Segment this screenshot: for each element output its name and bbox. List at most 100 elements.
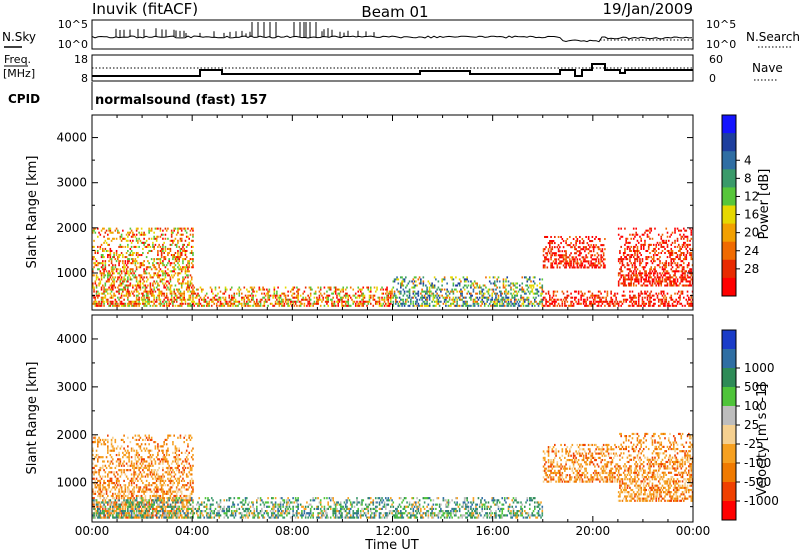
- range-gate-cell: [274, 287, 276, 289]
- range-gate-cell: [679, 256, 681, 258]
- range-gate-cell: [105, 284, 107, 286]
- range-gate-cell: [622, 262, 624, 264]
- range-gate-cell: [514, 297, 516, 299]
- range-gate-cell: [645, 293, 647, 295]
- range-gate-cell: [125, 238, 127, 240]
- range-gate-cell: [216, 305, 218, 307]
- range-gate-cell: [171, 297, 173, 299]
- range-gate-cell: [185, 258, 187, 260]
- range-gate-cell: [121, 486, 123, 488]
- range-gate-cell: [357, 291, 359, 293]
- range-gate-cell: [683, 268, 685, 270]
- range-gate-cell: [260, 305, 262, 307]
- range-gate-cell: [100, 248, 102, 250]
- range-gate-cell: [133, 463, 135, 465]
- range-gate-cell: [177, 250, 179, 252]
- range-gate-cell: [632, 299, 634, 301]
- range-gate-cell: [97, 458, 99, 460]
- range-gate-cell: [110, 254, 112, 256]
- range-gate-cell: [478, 299, 480, 301]
- range-gate-cell: [97, 276, 99, 278]
- range-gate-cell: [207, 297, 209, 299]
- range-gate-cell: [669, 278, 671, 280]
- range-gate-cell: [162, 262, 164, 264]
- range-gate-cell: [629, 295, 631, 297]
- range-gate-cell: [115, 476, 117, 478]
- range-gate-cell: [439, 295, 441, 297]
- range-gate-cell: [585, 236, 587, 238]
- range-gate-cell: [192, 284, 194, 286]
- range-gate-cell: [96, 278, 98, 280]
- range-gate-cell: [193, 305, 195, 307]
- range-gate-cell: [128, 234, 130, 236]
- range-gate-cell: [610, 297, 612, 299]
- range-gate-cell: [515, 299, 517, 301]
- range-gate-cell: [138, 299, 140, 301]
- range-gate-cell: [161, 303, 163, 305]
- range-gate-cell: [121, 272, 123, 274]
- range-gate-cell: [372, 297, 374, 299]
- range-gate-cell: [108, 278, 110, 280]
- range-gate-cell: [166, 293, 168, 295]
- range-gate-cell: [181, 287, 183, 289]
- range-gate-cell: [645, 276, 647, 278]
- range-gate-cell: [674, 242, 676, 244]
- range-gate-cell: [653, 280, 655, 282]
- range-gate-cell: [565, 242, 567, 244]
- range-gate-cell: [105, 443, 107, 445]
- range-gate-cell: [629, 260, 631, 262]
- range-gate-cell: [113, 256, 115, 258]
- range-gate-cell: [678, 291, 680, 293]
- range-gate-cell: [625, 284, 627, 286]
- range-gate-cell: [132, 258, 134, 260]
- range-gate-cell: [138, 473, 140, 475]
- range-gate-cell: [128, 260, 130, 262]
- range-gate-cell: [659, 305, 661, 307]
- range-gate-cell: [117, 303, 119, 305]
- range-gate-cell: [565, 258, 567, 260]
- range-gate-cell: [121, 514, 123, 516]
- range-gate-cell: [401, 276, 403, 278]
- range-gate-cell: [112, 301, 114, 303]
- range-gate-cell: [300, 295, 302, 297]
- range-gate-cell: [470, 284, 472, 286]
- range-gate-cell: [140, 437, 142, 439]
- range-gate-cell: [122, 506, 124, 508]
- range-gate-cell: [685, 254, 687, 256]
- range-gate-cell: [244, 287, 246, 289]
- range-gate-cell: [113, 280, 115, 282]
- range-gate-cell: [649, 303, 651, 305]
- range-gate-cell: [548, 250, 550, 252]
- range-gate-cell: [659, 242, 661, 244]
- range-gate-cell: [115, 295, 117, 297]
- range-gate-cell: [131, 497, 133, 499]
- range-gate-cell: [624, 280, 626, 282]
- range-gate-cell: [558, 236, 560, 238]
- range-gate-cell: [624, 266, 626, 268]
- range-gate-cell: [120, 493, 122, 495]
- range-gate-cell: [157, 443, 159, 445]
- range-gate-cell: [583, 242, 585, 244]
- range-gate-cell: [627, 262, 629, 264]
- range-gate-cell: [302, 293, 304, 295]
- range-gate-cell: [541, 301, 543, 303]
- range-gate-cell: [143, 280, 145, 282]
- range-gate-cell: [604, 305, 606, 307]
- range-gate-cell: [602, 256, 604, 258]
- range-gate-cell: [655, 244, 657, 246]
- range-gate-cell: [143, 244, 145, 246]
- range-gate-cell: [141, 456, 143, 458]
- range-gate-cell: [166, 303, 168, 305]
- range-gate-cell: [152, 293, 154, 295]
- range-gate-cell: [128, 460, 130, 462]
- range-gate-cell: [554, 246, 556, 248]
- range-gate-cell: [638, 250, 640, 252]
- range-gate-cell: [622, 303, 624, 305]
- range-gate-cell: [575, 236, 577, 238]
- range-gate-cell: [409, 295, 411, 297]
- range-gate-cell: [135, 258, 137, 260]
- range-gate-cell: [111, 478, 113, 480]
- range-gate-cell: [649, 252, 651, 254]
- range-gate-cell: [133, 488, 135, 490]
- range-gate-cell: [111, 441, 113, 443]
